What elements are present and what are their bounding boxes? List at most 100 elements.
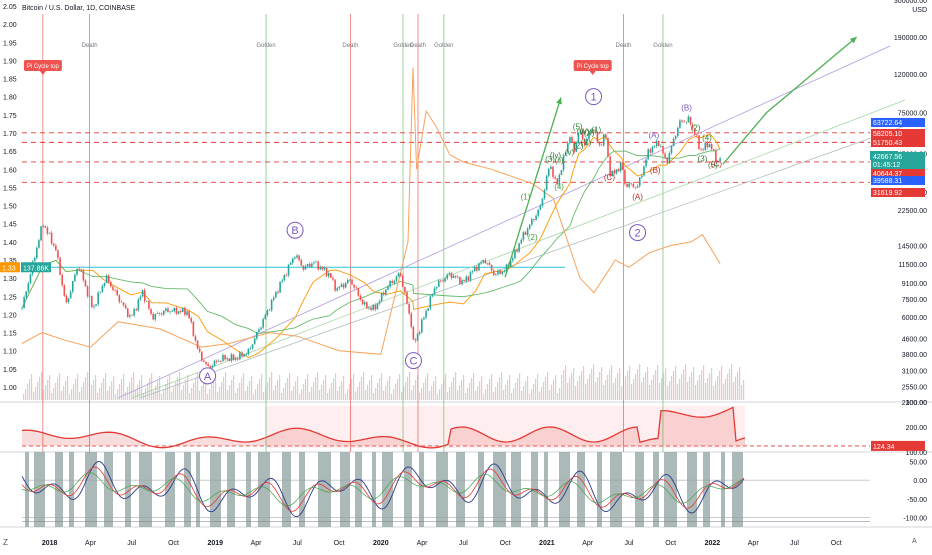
volume-bar	[107, 391, 109, 400]
candle-body	[205, 361, 207, 365]
candle-body	[281, 280, 284, 282]
volume-bar	[163, 389, 165, 400]
candle-body	[465, 276, 468, 282]
candle-body	[327, 273, 330, 277]
volume-bar	[733, 382, 735, 400]
candle-body	[700, 149, 702, 150]
candle-body	[456, 276, 459, 278]
ratio-y-tick: 1.20	[3, 312, 17, 319]
candle-body	[469, 272, 472, 281]
volume-bar	[137, 385, 139, 400]
volume-bar	[501, 372, 503, 400]
candle-body	[154, 313, 157, 320]
volume-bar	[103, 378, 105, 400]
candle-body	[93, 306, 95, 308]
candle-body	[389, 280, 391, 287]
wave-small-label: (W)	[577, 128, 590, 137]
wave-small-label: (2)	[691, 123, 701, 132]
volume-bar	[279, 375, 281, 400]
volume-bar	[467, 388, 469, 400]
candle-body	[298, 255, 300, 261]
pi-cycle-flag-label: Pi Cycle top	[27, 64, 60, 70]
candle-body	[268, 310, 271, 311]
candle-body	[61, 274, 63, 286]
candle-body	[165, 308, 167, 311]
candle-body	[67, 298, 70, 303]
volume-bar	[443, 379, 445, 400]
candle-body	[363, 302, 366, 305]
volume-bar	[607, 375, 609, 400]
candle-body	[655, 140, 658, 147]
volume-bar	[595, 382, 597, 400]
vertical-marker-label: Death	[410, 43, 426, 49]
candle-body	[103, 282, 106, 287]
x-axis-tick: Oct	[500, 540, 511, 547]
volume-bar	[577, 381, 579, 400]
volume-bar	[439, 389, 441, 400]
volume-bar	[129, 382, 131, 400]
wave-small-label: (ii)	[555, 156, 564, 165]
candle-body	[251, 344, 254, 349]
volume-bar	[271, 372, 273, 400]
candle-body	[84, 280, 87, 287]
oscillator-band	[610, 452, 622, 527]
oscillator-band	[85, 452, 97, 527]
volume-bar	[179, 372, 181, 400]
vertical-marker-label: Golden	[256, 43, 275, 49]
candle-body	[370, 307, 372, 310]
volume-bar	[249, 381, 251, 400]
oscillator-band	[597, 452, 602, 527]
volume-bar	[335, 373, 337, 400]
vertical-marker-label: Death	[342, 43, 358, 49]
volume-bar	[267, 382, 269, 400]
candle-body	[437, 280, 440, 287]
volume-bar	[617, 373, 619, 400]
volume-bar	[49, 375, 51, 400]
candle-body	[232, 354, 235, 360]
volume-bar	[453, 377, 455, 400]
candle-body	[133, 309, 135, 316]
volume-bar	[441, 384, 443, 400]
volume-bar	[651, 380, 653, 400]
volume-bar	[189, 393, 191, 400]
candle-body	[619, 162, 622, 172]
volume-bar	[113, 376, 115, 400]
oscillator-band	[318, 452, 331, 527]
volume-bar	[717, 376, 719, 400]
vertical-marker-label: Golden	[653, 43, 672, 49]
candle-body	[691, 124, 694, 129]
volume-bar	[579, 376, 581, 400]
volume-bar	[185, 380, 187, 400]
volume-bar	[587, 379, 589, 400]
candle-body	[304, 266, 307, 270]
zoom-icon[interactable]: Z	[3, 538, 8, 547]
auto-scale-button[interactable]: A	[912, 538, 917, 545]
candle-body	[23, 297, 25, 309]
price-badge	[871, 188, 925, 197]
candle-body	[425, 310, 427, 318]
volume-bar	[275, 385, 277, 400]
candle-body	[325, 267, 328, 277]
candle-body	[499, 270, 501, 275]
volume-bar	[223, 377, 225, 400]
candle-body	[177, 311, 180, 314]
volume-bar	[225, 372, 227, 400]
volume-bar	[337, 391, 339, 400]
volume-bar	[63, 386, 65, 400]
volume-bar	[69, 394, 71, 400]
volume-bar	[57, 378, 59, 400]
indicator-value-label: 124.34	[873, 444, 895, 451]
candle-body	[679, 120, 681, 128]
volume-bar	[361, 377, 363, 400]
volume-bar	[641, 382, 643, 400]
price-y-tick: 4600.00	[902, 336, 927, 343]
volume-bar	[173, 387, 175, 400]
volume-bar	[253, 394, 255, 400]
candle-body	[302, 265, 305, 270]
volume-bar	[449, 387, 451, 400]
candle-body	[243, 354, 245, 357]
candle-body	[399, 273, 402, 276]
candle-body	[518, 243, 520, 252]
candle-body	[44, 225, 47, 228]
